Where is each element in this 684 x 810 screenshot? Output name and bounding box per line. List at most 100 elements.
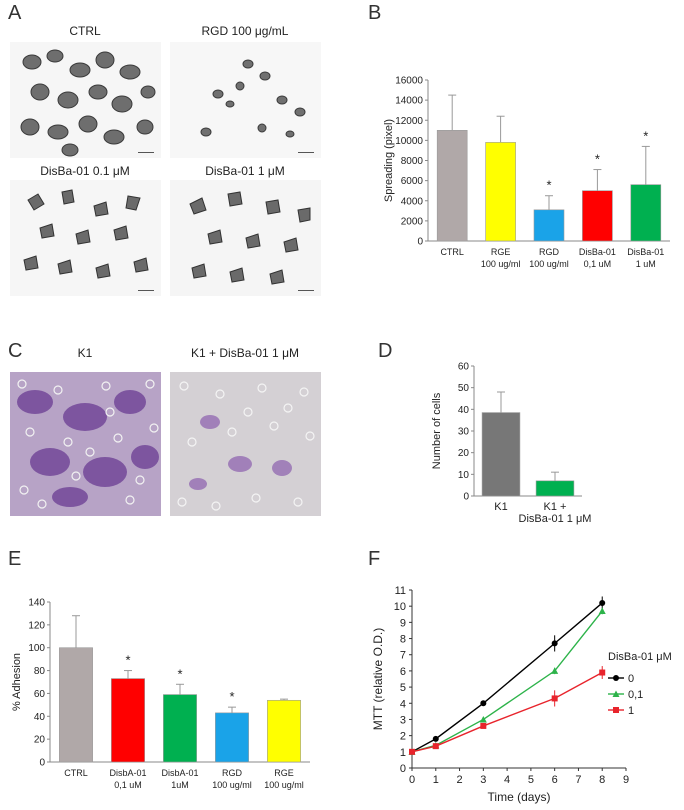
category-label: K1 +	[544, 501, 567, 513]
legend-label: 0,1	[628, 689, 643, 701]
y-tick-label: 40	[34, 712, 46, 723]
x-tick-label: 3	[480, 774, 486, 786]
panel-letter-e: E	[8, 548, 22, 570]
y-tick-label: 5	[400, 682, 406, 694]
y-tick-label: 0	[463, 492, 469, 503]
x-tick-label: 5	[528, 774, 534, 786]
y-axis-label: MTT (relative O.D.)	[371, 628, 385, 730]
significance-mark: *	[643, 128, 648, 143]
micrograph-k1	[10, 372, 161, 516]
y-tick-label: 4	[400, 698, 406, 710]
scale-bar	[298, 290, 314, 291]
x-tick-label: 6	[552, 774, 558, 786]
y-tick-label: 16000	[395, 76, 423, 87]
significance-mark: *	[229, 689, 234, 704]
category-label: RGD	[222, 768, 243, 778]
bar	[535, 480, 575, 497]
micrograph-disba-01-1	[170, 180, 321, 296]
y-tick-label: 140	[28, 598, 45, 609]
micrograph-label-k1: K1	[77, 346, 93, 360]
x-tick-label: 0	[409, 774, 415, 786]
y-tick-label: 100	[28, 643, 45, 654]
micrograph-label-ctrl: CTRL	[69, 24, 101, 38]
bar	[267, 699, 301, 763]
data-point	[432, 735, 439, 742]
panel-letter-d: D	[378, 340, 393, 362]
micrograph-ctrl	[10, 42, 161, 158]
significance-mark: *	[595, 152, 600, 167]
chart-b-spreading: 0 2000 4000 6000 8000 10000 12000 14000 16000 Spr…	[383, 76, 670, 269]
y-tick-label: 10	[394, 601, 406, 613]
x-tick-label: 4	[504, 774, 510, 786]
data-point	[551, 667, 559, 674]
category-label: DisbA-01	[109, 768, 146, 778]
bar	[436, 130, 468, 242]
y-tick-label: 20	[458, 448, 470, 459]
y-tick-label: 14000	[395, 96, 423, 107]
micrograph-k1-disba-01-cells	[177, 381, 315, 511]
category-label: CTRL	[64, 768, 88, 778]
bar	[59, 647, 93, 763]
y-tick-label: 20	[34, 735, 46, 746]
y-tick-label: 4000	[401, 196, 424, 207]
category-label: DisbA-01	[161, 768, 198, 778]
y-axis-label: % Adhesion	[11, 653, 23, 711]
y-tick-label: 120	[28, 620, 45, 631]
y-tick-label: 0	[400, 763, 406, 775]
bar	[215, 712, 249, 763]
scale-bar	[138, 152, 154, 153]
y-tick-label: 40	[458, 405, 470, 416]
panel-letter-a: A	[8, 2, 22, 24]
category-label: 100 ug/ml	[529, 259, 569, 269]
category-label: 100 ug/ml	[481, 259, 521, 269]
panel-letter-f: F	[368, 548, 381, 570]
x-tick-label: 2	[456, 774, 462, 786]
y-axis-label: Number of cells	[431, 392, 443, 469]
data-point	[432, 743, 439, 750]
micrograph-disba-01-1-cells	[189, 191, 311, 285]
bar	[481, 412, 521, 497]
micrograph-label-disba-01-1: DisBa-01 1 μM	[205, 164, 285, 178]
y-tick-label: 6	[400, 666, 406, 678]
category-label: RGD	[539, 247, 560, 257]
y-tick-label: 2	[400, 731, 406, 743]
category-label: 0,1 uM	[584, 259, 612, 269]
chart-e-adhesion: 0 20 40 60 80 100 120 140 % Adhesion CTRL * DisbA-0…	[11, 598, 310, 790]
micrograph-disba-01-0-1	[10, 180, 161, 296]
category-label: RGE	[491, 247, 511, 257]
y-tick-label: 10000	[395, 136, 423, 147]
data-point	[598, 607, 606, 615]
y-tick-label: 1	[400, 747, 406, 759]
y-tick-label: 60	[34, 689, 46, 700]
micrograph-label-disba-01-0-1: DisBa-01 0.1 μM	[40, 164, 130, 178]
data-point	[599, 669, 606, 676]
y-tick-label: 10	[458, 470, 470, 481]
bar	[485, 142, 516, 242]
x-tick-label: 8	[599, 774, 605, 786]
micrograph-ctrl-cells	[20, 49, 156, 157]
micrograph-disba-01-0-1-cells	[23, 189, 149, 279]
category-label: RGE	[274, 768, 294, 778]
category-label: 100 ug/ml	[264, 780, 304, 790]
micrograph-k1-cells	[17, 379, 159, 509]
y-tick-label: 2000	[401, 216, 424, 227]
x-tick-label: 9	[623, 774, 629, 786]
y-tick-label: 6000	[401, 176, 424, 187]
y-tick-label: 8	[400, 634, 406, 646]
data-point	[480, 722, 487, 729]
panel-letter-b: B	[368, 2, 382, 24]
category-label: DisBa-01 1 μM	[519, 513, 592, 525]
y-tick-label: 50	[458, 383, 470, 394]
y-tick-label: 3	[400, 714, 406, 726]
y-tick-label: 11	[395, 585, 406, 597]
legend-swatch-marker	[613, 707, 619, 713]
bar	[630, 184, 662, 242]
data-point	[480, 700, 487, 707]
bar	[533, 209, 565, 242]
bar	[163, 694, 197, 763]
category-label: DisBa-01	[627, 247, 664, 257]
category-label: 0,1 uM	[114, 780, 142, 790]
significance-mark: *	[546, 178, 551, 193]
y-axis-label: Spreading (pixel)	[383, 119, 395, 202]
